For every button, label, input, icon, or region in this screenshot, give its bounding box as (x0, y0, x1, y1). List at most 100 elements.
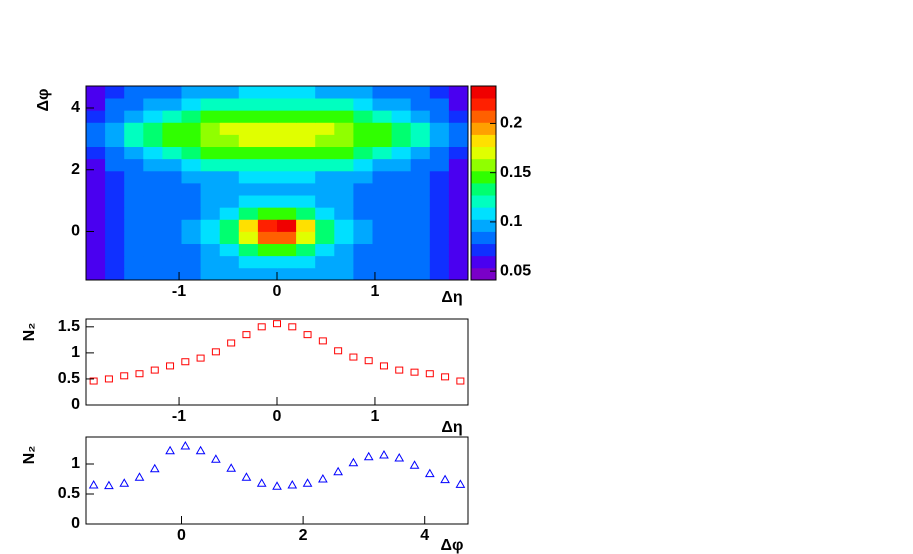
colorbar-step (471, 98, 496, 111)
heat-cell (86, 255, 106, 269)
heat-cell (315, 207, 335, 220)
heat-cell (105, 158, 125, 172)
heat-cell (315, 182, 335, 196)
heat-cell (219, 182, 240, 196)
heat-cell (124, 182, 144, 196)
colorbar-tick-label: 0.05 (500, 262, 531, 279)
heat-cell (86, 134, 106, 148)
heat-cell (296, 207, 316, 220)
heat-cell (353, 231, 373, 245)
heat-cell (257, 219, 278, 232)
marker (425, 370, 434, 378)
heat-cell (219, 158, 240, 172)
plot-frame (85, 318, 469, 406)
colorbar-step (471, 243, 496, 257)
marker (379, 449, 389, 459)
heat-cell (353, 267, 373, 281)
heat-cell (162, 231, 182, 245)
heat-cell (277, 134, 297, 148)
heat-cell (410, 170, 431, 184)
heat-cell (334, 122, 354, 135)
heat-cell (162, 170, 182, 184)
colorbar-tick-label: 0.1 (500, 213, 522, 230)
heat-cell (372, 122, 392, 135)
y-tick-label: 4 (71, 99, 80, 116)
heat-cell (105, 98, 125, 111)
marker (226, 463, 237, 472)
heat-cell (410, 207, 431, 220)
heat-cell (353, 158, 373, 172)
heat-cell (257, 134, 278, 148)
heat-cell (429, 231, 450, 245)
heat-cell (238, 195, 259, 208)
heat-cell (238, 110, 259, 123)
heat-cell (296, 170, 316, 184)
heat-cell (372, 170, 392, 184)
marker (196, 354, 205, 362)
colorbar-step (471, 219, 496, 232)
heat-cell (219, 255, 240, 269)
heat-cell (372, 231, 392, 245)
y-tick-label: 2 (71, 161, 80, 178)
heat-cell (162, 267, 182, 281)
heat-cell (124, 146, 144, 160)
heat-cell (105, 231, 125, 245)
heat-cell (200, 146, 221, 160)
marker (227, 339, 236, 347)
heat-cell (181, 243, 201, 257)
heat-cell (238, 146, 259, 160)
heat-cell (372, 182, 392, 196)
heat-cell (315, 219, 335, 232)
heat-cell (257, 243, 278, 257)
heat-cell (429, 255, 450, 269)
heat-cell (391, 158, 412, 172)
heat-cell (391, 195, 412, 208)
heat-cell (410, 182, 431, 196)
heat-cell (334, 170, 354, 184)
heat-cell (353, 146, 373, 160)
marker (334, 347, 343, 355)
heat-cell (334, 110, 354, 123)
plot-frame (85, 436, 469, 525)
heat-cell (124, 134, 144, 148)
heat-cell (448, 255, 469, 269)
heat-cell (257, 255, 278, 269)
heat-cell (257, 195, 278, 208)
heat-cell (429, 219, 450, 232)
heat-cell (315, 146, 335, 160)
marker (120, 372, 129, 380)
marker (287, 479, 298, 489)
marker (241, 472, 252, 481)
heat-cell (219, 207, 240, 220)
heat-cell (391, 134, 412, 148)
heat-cell (200, 134, 221, 148)
heat-cell (334, 86, 354, 99)
heat-cell (124, 267, 144, 281)
heat-cell (86, 86, 106, 99)
heat-cell (391, 231, 412, 245)
x-tick-label: 1 (370, 283, 379, 300)
heat-cell (372, 207, 392, 220)
heat-cell (124, 98, 144, 111)
heat-cell (238, 231, 259, 245)
heat-cell (143, 146, 163, 160)
heat-cell (391, 182, 412, 196)
marker (135, 370, 144, 378)
marker (441, 373, 450, 381)
heat-cell (257, 98, 278, 111)
heat-cell (105, 255, 125, 269)
colorbar-step (471, 86, 496, 99)
heat-cell (353, 219, 373, 232)
heat-cell (200, 207, 221, 220)
heat-cell (238, 207, 259, 220)
heat-cell (219, 86, 240, 99)
x-tick-label: 0 (273, 408, 282, 425)
heat-cell (277, 207, 297, 220)
heat-cell (181, 195, 201, 208)
heat-cell (86, 98, 106, 111)
heat-cell (391, 267, 412, 281)
y-tick-label: 0.5 (58, 485, 80, 502)
heat-cell (105, 207, 125, 220)
heat-cell (238, 170, 259, 184)
heat-cell (277, 98, 297, 111)
